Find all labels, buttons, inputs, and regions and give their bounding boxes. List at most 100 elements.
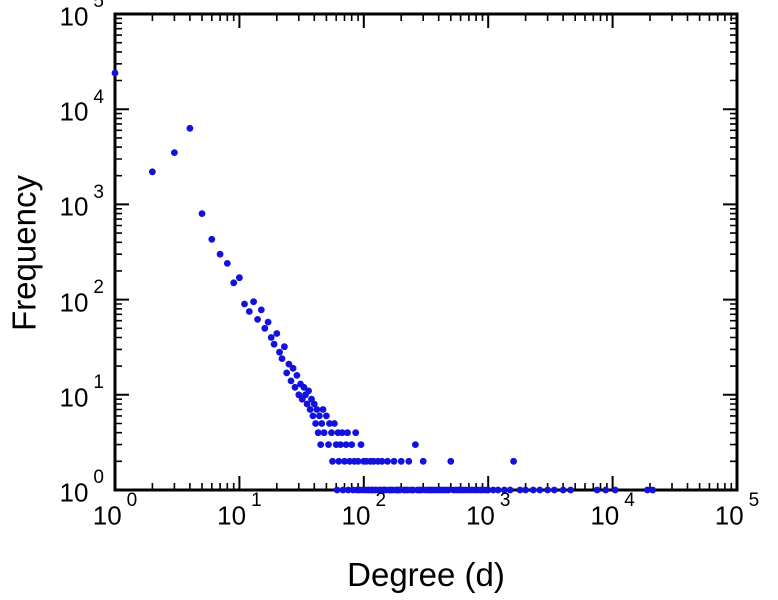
data-point bbox=[649, 486, 657, 494]
x-tick-label: 10 4 bbox=[590, 490, 635, 531]
data-point bbox=[522, 486, 529, 494]
data-point bbox=[208, 235, 216, 243]
data-point bbox=[310, 400, 318, 408]
data-point bbox=[198, 210, 206, 218]
data-point bbox=[281, 343, 288, 351]
data-point bbox=[316, 412, 323, 420]
data-point bbox=[494, 486, 502, 494]
data-point bbox=[328, 429, 335, 437]
data-point bbox=[484, 486, 492, 494]
data-point bbox=[257, 306, 265, 314]
data-point bbox=[273, 330, 281, 337]
y-tick-label: 10 0 bbox=[59, 467, 105, 508]
data-point bbox=[384, 457, 391, 465]
data-point bbox=[171, 149, 178, 157]
data-point bbox=[445, 486, 452, 494]
data-point bbox=[320, 429, 328, 437]
data-point bbox=[250, 298, 257, 306]
data-point bbox=[261, 324, 269, 332]
data-point bbox=[489, 486, 497, 494]
data-point bbox=[339, 486, 347, 494]
data-point bbox=[216, 250, 224, 258]
data-point bbox=[559, 486, 567, 494]
data-point bbox=[338, 429, 346, 437]
data-point bbox=[313, 406, 321, 413]
data-point bbox=[149, 168, 156, 176]
data-point bbox=[236, 274, 243, 282]
data-point bbox=[529, 486, 537, 494]
data-point bbox=[354, 457, 362, 465]
x-tick-label: 10 2 bbox=[341, 490, 387, 531]
data-point bbox=[333, 486, 341, 494]
data-point bbox=[405, 457, 413, 465]
data-point bbox=[390, 457, 398, 465]
x-tick-label: 10 3 bbox=[465, 490, 511, 531]
data-point bbox=[319, 406, 327, 413]
data-point bbox=[516, 486, 524, 494]
x-tick-label: 10 5 bbox=[714, 490, 760, 531]
data-point bbox=[223, 260, 231, 267]
data-point bbox=[254, 316, 261, 323]
y-tick-label: 10 4 bbox=[59, 86, 105, 127]
data-point bbox=[326, 420, 333, 427]
data-point bbox=[536, 486, 544, 494]
data-point bbox=[329, 457, 336, 465]
data-point bbox=[230, 279, 238, 287]
data-point bbox=[264, 318, 272, 326]
data-point bbox=[285, 360, 293, 368]
data-point bbox=[611, 486, 619, 494]
y-tick-label: 10 2 bbox=[59, 277, 105, 318]
data-point bbox=[293, 372, 301, 379]
data-point bbox=[346, 457, 354, 465]
data-point bbox=[309, 412, 317, 420]
data-point bbox=[331, 420, 338, 427]
data-point bbox=[276, 348, 283, 356]
data-point bbox=[447, 457, 455, 465]
data-point bbox=[344, 429, 351, 437]
data-point bbox=[419, 457, 427, 465]
data-point bbox=[305, 387, 312, 395]
data-point bbox=[318, 420, 326, 427]
data-point bbox=[325, 441, 332, 448]
data-point bbox=[352, 429, 360, 437]
data-point bbox=[412, 441, 419, 448]
x-axis-label: Degree (d) bbox=[347, 556, 505, 593]
data-point bbox=[335, 457, 343, 465]
data-point bbox=[378, 457, 386, 465]
data-point bbox=[348, 441, 356, 448]
data-point bbox=[306, 406, 314, 413]
data-point bbox=[241, 300, 248, 308]
data-point bbox=[111, 69, 119, 77]
data-point bbox=[283, 369, 291, 377]
data-point bbox=[567, 486, 574, 494]
data-point bbox=[312, 420, 319, 427]
data-point bbox=[337, 441, 344, 448]
y-tick-label: 10 3 bbox=[59, 181, 105, 223]
data-point bbox=[323, 412, 330, 420]
data-point bbox=[291, 383, 299, 391]
data-point bbox=[506, 486, 514, 494]
data-point bbox=[643, 486, 651, 494]
data-point bbox=[593, 486, 601, 494]
data-point bbox=[501, 486, 508, 494]
data-point bbox=[278, 355, 286, 362]
data-point bbox=[314, 429, 322, 437]
data-point bbox=[317, 441, 325, 448]
data-point bbox=[397, 457, 405, 465]
data-point bbox=[245, 308, 253, 315]
data-point bbox=[510, 457, 517, 465]
data-point bbox=[270, 340, 278, 348]
data-point bbox=[289, 364, 297, 372]
data-point bbox=[341, 457, 348, 465]
y-tick-label: 10 5 bbox=[59, 0, 105, 32]
y-tick-label: 10 1 bbox=[59, 372, 105, 413]
major-ticks bbox=[114, 13, 738, 491]
data-point bbox=[267, 334, 275, 341]
x-tick-label: 10 0 bbox=[92, 490, 138, 531]
data-point bbox=[344, 486, 352, 494]
data-point bbox=[602, 486, 610, 494]
data-point bbox=[300, 383, 308, 391]
minor-ticks bbox=[115, 14, 737, 490]
